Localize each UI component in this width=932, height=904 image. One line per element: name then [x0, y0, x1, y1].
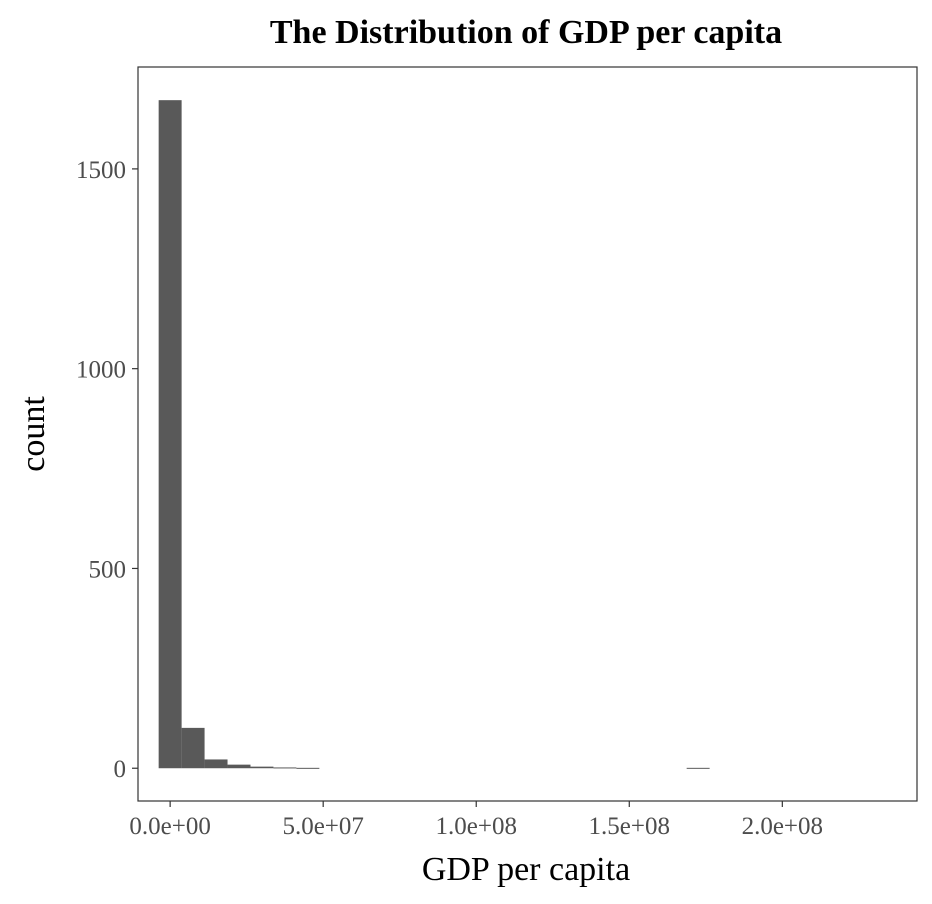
x-tick-label: 5.0e+07	[282, 813, 363, 840]
y-tick-label: 500	[89, 556, 127, 583]
y-axis-title: count	[15, 396, 52, 472]
x-tick-label: 0.0e+00	[129, 813, 210, 840]
x-axis-ticks: 0.0e+00 5.0e+07 1.0e+08 1.5e+08 2.0e+08	[129, 801, 823, 840]
x-axis-title: GDP per capita	[422, 851, 630, 888]
histogram-bar	[686, 767, 710, 769]
histogram-bar	[250, 766, 274, 769]
histogram-bar	[296, 767, 320, 769]
plot-panel-border	[137, 66, 918, 802]
histogram-bar	[158, 100, 182, 769]
y-tick-label: 1000	[76, 357, 126, 384]
histogram-bar	[181, 727, 205, 769]
histogram-bar	[227, 764, 251, 769]
y-axis-ticks: 0 500 1000 1500	[76, 157, 138, 783]
histogram-bar	[273, 767, 297, 769]
x-tick-label: 2.0e+08	[742, 813, 823, 840]
y-tick-label: 0	[114, 756, 127, 783]
x-tick-label: 1.5e+08	[589, 813, 670, 840]
histogram-bar	[204, 759, 228, 769]
y-tick-label: 1500	[76, 157, 126, 184]
chart-title: The Distribution of GDP per capita	[270, 14, 782, 51]
x-tick-label: 1.0e+08	[436, 813, 517, 840]
bars-group	[158, 100, 710, 769]
